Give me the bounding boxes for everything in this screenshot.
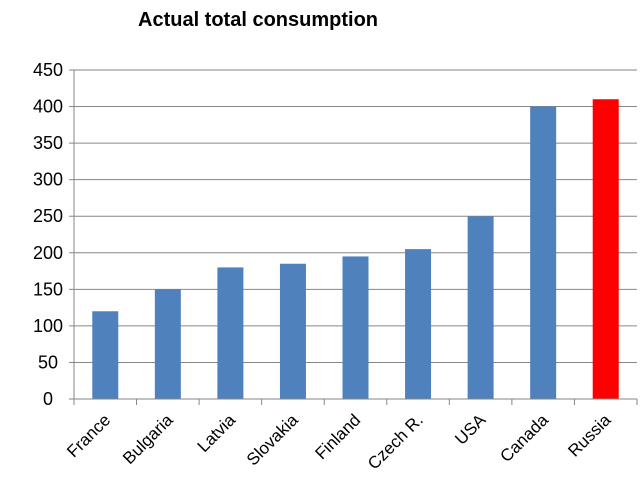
bar-russia xyxy=(592,99,619,399)
x-tick-label: Russia xyxy=(564,410,615,461)
bar-slovakia xyxy=(279,263,306,399)
x-tick-labels: France Bulgaria Latvia Slovakia Finland Czech… xyxy=(63,410,615,473)
bar-bulgaria xyxy=(154,289,181,399)
y-tick-label: 200 xyxy=(33,243,63,263)
y-tick-labels: 0 50 100 150 200 250 300 350 400 450 xyxy=(33,60,63,409)
x-tick-label: Czech R. xyxy=(364,410,427,473)
y-tick-label: 450 xyxy=(33,60,63,80)
x-tick-label: USA xyxy=(451,410,490,449)
y-tick-label: 100 xyxy=(33,316,63,336)
bar-czech-r xyxy=(405,249,432,399)
y-tick-label: 400 xyxy=(33,97,63,117)
y-tick-label: 0 xyxy=(43,389,53,409)
y-tick-label: 250 xyxy=(33,206,63,226)
x-tick-label: Slovakia xyxy=(243,410,302,469)
x-tick-label: Bulgaria xyxy=(119,410,177,468)
y-tick-label: 50 xyxy=(38,352,58,372)
y-tick-label: 350 xyxy=(33,133,63,153)
bar-canada xyxy=(530,106,557,400)
bars xyxy=(92,99,619,400)
y-tick-label: 150 xyxy=(33,279,63,299)
bar-usa xyxy=(467,216,494,399)
bar-finland xyxy=(342,256,369,399)
y-tick-label: 300 xyxy=(33,170,63,190)
x-tick-label: Latvia xyxy=(194,410,240,456)
bar-latvia xyxy=(217,267,244,399)
bar-france xyxy=(92,311,119,399)
x-tick-label: France xyxy=(63,410,114,461)
x-tick-label: Finland xyxy=(311,410,364,463)
chart-title: Actual total consumption xyxy=(138,9,378,31)
axes xyxy=(69,69,638,405)
x-tick-label: Canada xyxy=(496,410,552,466)
